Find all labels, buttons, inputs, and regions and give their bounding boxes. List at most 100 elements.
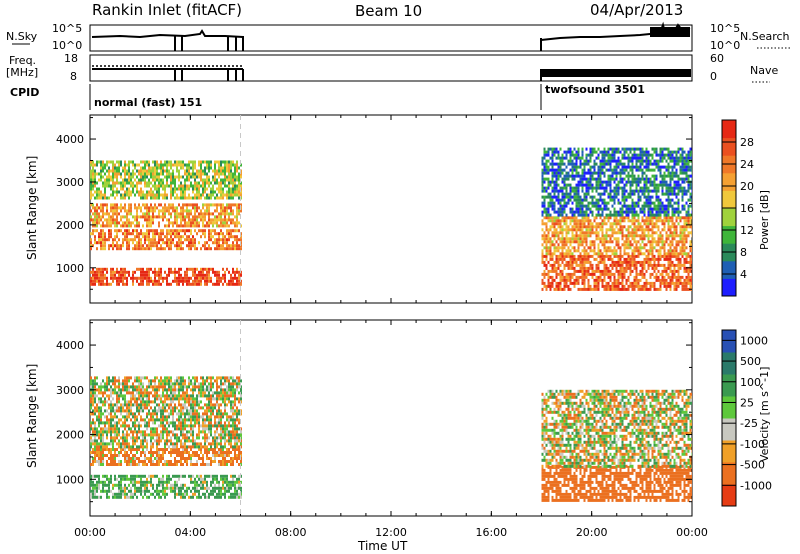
heatmap-cell [218,276,220,280]
heatmap-cell [146,229,148,233]
heatmap-cell [196,175,198,179]
heatmap-cell [679,153,682,157]
heatmap-cell [180,273,182,277]
heatmap-cell [162,218,164,222]
heatmap-cell [691,266,692,270]
heatmap-cell [685,260,688,264]
heatmap-cell [687,153,690,157]
heatmap-cell [583,246,586,250]
heatmap-cell [96,215,98,219]
heatmap-cell [140,267,142,271]
heatmap-cell [589,225,592,229]
heatmap-cell [160,163,162,167]
heatmap-cell [671,252,674,256]
heatmap-cell [150,480,152,484]
heatmap-cell [144,474,146,478]
heatmap-cell [134,166,136,170]
heatmap-cell [689,281,692,285]
heatmap-cell [569,189,572,193]
heatmap-cell [561,198,564,202]
heatmap-cell [569,257,572,261]
heatmap-cell [645,222,648,226]
heatmap-cell [617,243,620,247]
heatmap-cell [90,279,92,283]
heatmap-cell [142,495,144,499]
heatmap-cell [649,257,652,261]
heatmap-cell [190,172,192,176]
heatmap-cell [573,272,576,276]
heatmap-cell [555,249,558,253]
heatmap-cell [569,237,572,241]
heatmap-cell [134,203,136,207]
heatmap-cell [647,216,650,220]
heatmap-cell [138,178,140,182]
heatmap-cell [142,196,144,200]
heatmap-cell [108,166,110,170]
heatmap-cell [631,177,634,181]
heatmap-cell [116,267,118,271]
heatmap-cell [637,284,640,288]
heatmap-cell [200,209,202,213]
heatmap-cell [156,196,158,200]
heatmap-cell [168,474,170,478]
heatmap-cell [663,171,666,175]
heatmap-cell [557,189,560,193]
heatmap-cell [589,234,592,238]
heatmap-cell [579,231,582,235]
heatmap-cell [625,257,628,261]
heatmap-cell [156,175,158,179]
heatmap-cell [559,240,562,244]
heatmap-cell [609,272,612,276]
heatmap-cell [549,249,552,253]
heatmap-cell [178,486,180,490]
heatmap-cell [150,477,152,481]
heatmap-cell [176,235,178,239]
heatmap-cell [547,201,550,205]
heatmap-cell [673,228,676,232]
heatmap-cell [142,480,144,484]
heatmap-cell [90,193,92,197]
heatmap-cell [629,234,632,238]
heatmap-cell [577,219,580,223]
heatmap-cell [547,204,550,208]
heatmap-cell [114,224,116,228]
heatmap-cell [118,206,120,210]
heatmap-cell [609,168,612,172]
heatmap-cell [170,163,172,167]
heatmap-cell [204,495,206,499]
heatmap-cell [639,147,642,151]
heatmap-cell [647,240,650,244]
heatmap-cell [675,186,678,190]
heatmap-cell [132,276,134,280]
heatmap-cell [659,153,662,157]
heatmap-cell [178,163,180,167]
heatmap-cell [573,257,576,261]
heatmap-cell [545,240,548,244]
heatmap-cell [216,270,218,274]
heatmap-cell [611,159,614,163]
heatmap-cell [232,193,234,197]
heatmap-cell [132,247,134,251]
heatmap-cell [120,480,122,484]
heatmap-cell [162,480,164,484]
heatmap-cell [214,247,216,251]
heatmap-cell [627,171,630,175]
heatmap-cell [178,282,180,286]
heatmap-cell [194,477,196,481]
heatmap-cell [162,178,164,182]
heatmap-cell [593,257,596,261]
heatmap-cell [218,196,220,200]
heatmap-cell [585,231,588,235]
heatmap-cell [605,189,608,193]
heatmap-cell [150,175,152,179]
heatmap-cell [124,169,126,173]
heatmap-cell [192,218,194,222]
heatmap-cell [643,237,646,241]
heatmap-cell [547,168,550,172]
heatmap-cell [609,147,612,151]
heatmap-cell [565,260,568,264]
heatmap-cell [104,483,106,487]
heatmap-cell [132,273,134,277]
heatmap-cell [222,492,224,496]
heatmap-cell [619,272,622,276]
